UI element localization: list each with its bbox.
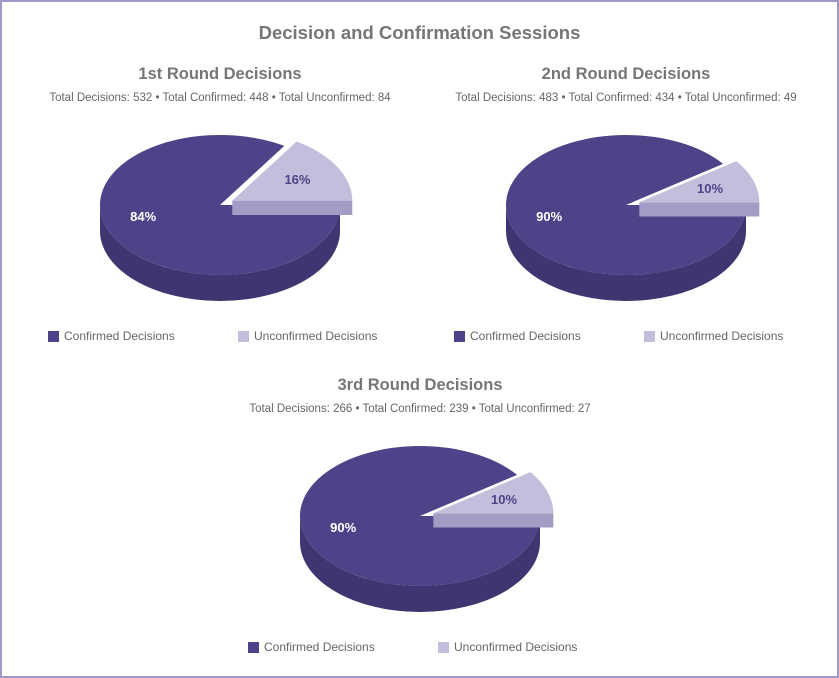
pie-slice-unconfirmed-top	[639, 161, 760, 203]
data-label-unconfirmed: 10%	[697, 181, 723, 196]
pie-chart: 16% 84%	[100, 135, 353, 301]
pie-slice-confirmed-side	[100, 205, 340, 301]
legend: Confirmed Decisions Unconfirmed Decision…	[10, 329, 430, 345]
pie-slice-confirmed-top	[300, 446, 540, 586]
data-label-unconfirmed: 10%	[491, 492, 517, 507]
pie-slice-unconfirmed	[232, 141, 353, 215]
legend: Confirmed Decisions Unconfirmed Decision…	[416, 329, 836, 345]
legend-item-confirmed[interactable]: Confirmed Decisions	[48, 329, 175, 343]
panel-title: 1st Round Decisions	[138, 65, 302, 83]
panel-title: 2nd Round Decisions	[541, 65, 711, 83]
legend-swatch-unconfirmed	[438, 641, 449, 653]
legend-item-confirmed[interactable]: Confirmed Decisions	[248, 640, 375, 654]
legend-label-unconfirmed: Unconfirmed Decisions	[254, 329, 378, 343]
legend-swatch-confirmed	[454, 330, 465, 342]
pie-panel-round-2: 2nd Round Decisions Total Decisions: 483…	[416, 65, 836, 365]
data-label-confirmed: 90%	[330, 520, 356, 535]
legend-item-unconfirmed[interactable]: Unconfirmed Decisions	[644, 329, 783, 343]
legend-label-confirmed: Confirmed Decisions	[64, 329, 175, 343]
pie-slice-unconfirmed-side	[232, 200, 353, 215]
legend-swatch-confirmed	[48, 330, 59, 342]
pie-chart: 10% 90%	[506, 135, 760, 301]
legend-label-confirmed: Confirmed Decisions	[264, 640, 375, 654]
legend-swatch-unconfirmed	[644, 330, 655, 342]
panel-subtitle: Total Decisions: 483 • Total Confirmed: …	[455, 92, 797, 104]
pie-slice-confirmed-top	[100, 135, 341, 275]
pie-panel-round-3: 3rd Round Decisions Total Decisions: 266…	[210, 376, 630, 676]
legend: Confirmed Decisions Unconfirmed Decision…	[210, 640, 630, 656]
panel-subtitle: Total Decisions: 266 • Total Confirmed: …	[249, 403, 591, 415]
pie-chart: 10% 90%	[300, 446, 554, 612]
pie-slice-unconfirmed-top	[232, 141, 353, 201]
data-label-unconfirmed: 16%	[284, 172, 310, 187]
data-label-confirmed: 84%	[130, 209, 156, 224]
pie-slice-confirmed	[506, 135, 746, 301]
data-label-confirmed: 90%	[536, 209, 562, 224]
pie-slice-confirmed-side	[300, 516, 540, 612]
pie-slice-unconfirmed-side	[639, 202, 760, 217]
legend-swatch-unconfirmed	[238, 330, 249, 342]
pie-slice-unconfirmed	[433, 472, 554, 528]
pie-panel-round-1: 1st Round Decisions Total Decisions: 532…	[10, 65, 430, 365]
pie-slice-unconfirmed-side	[433, 513, 554, 528]
pie-slice-confirmed-side	[506, 205, 746, 301]
pie-slice-confirmed	[300, 446, 540, 612]
pie-slice-unconfirmed	[639, 161, 760, 217]
pie-slice-confirmed	[100, 135, 341, 301]
legend-item-unconfirmed[interactable]: Unconfirmed Decisions	[238, 329, 377, 343]
panel-title: 3rd Round Decisions	[337, 376, 503, 394]
pie-slice-confirmed-top	[506, 135, 746, 275]
legend-item-confirmed[interactable]: Confirmed Decisions	[454, 329, 581, 343]
pie-slice-unconfirmed-top	[433, 472, 554, 514]
legend-label-confirmed: Confirmed Decisions	[470, 329, 581, 343]
panel-subtitle: Total Decisions: 532 • Total Confirmed: …	[49, 92, 391, 104]
legend-label-unconfirmed: Unconfirmed Decisions	[454, 640, 578, 654]
legend-item-unconfirmed[interactable]: Unconfirmed Decisions	[438, 640, 577, 654]
legend-label-unconfirmed: Unconfirmed Decisions	[660, 329, 784, 343]
legend-swatch-confirmed	[248, 641, 259, 653]
main-title: Decision and Confirmation Sessions	[258, 22, 581, 43]
